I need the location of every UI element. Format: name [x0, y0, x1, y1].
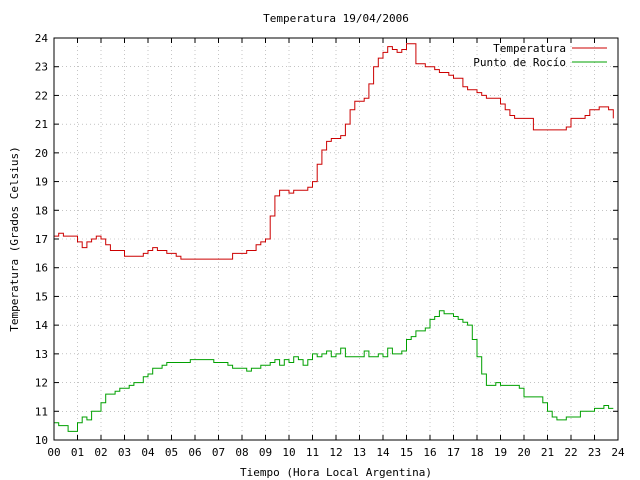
y-tick-label: 14 — [35, 319, 49, 332]
y-tick-label: 10 — [35, 434, 48, 447]
y-tick-label: 20 — [35, 147, 48, 160]
y-axis-label: Temperatura (Grados Celsius) — [8, 146, 21, 331]
legend-label: Punto de Rocío — [473, 56, 566, 69]
gridlines — [54, 38, 618, 440]
y-tick-label: 24 — [35, 32, 49, 45]
series-layer — [54, 43, 614, 432]
y-tick-label: 21 — [35, 118, 48, 131]
x-tick-label: 10 — [282, 446, 295, 459]
y-tick-label: 23 — [35, 61, 48, 74]
y-tick-label: 18 — [35, 204, 48, 217]
x-tick-label: 24 — [611, 446, 625, 459]
x-tick-label: 20 — [517, 446, 530, 459]
y-tick-label: 17 — [35, 233, 48, 246]
y-tick-label: 11 — [35, 405, 48, 418]
x-tick-label: 17 — [447, 446, 460, 459]
x-tick-label: 07 — [212, 446, 225, 459]
x-tick-label: 03 — [118, 446, 131, 459]
x-tick-label: 08 — [235, 446, 248, 459]
x-tick-label: 15 — [400, 446, 413, 459]
y-tick-label: 13 — [35, 348, 48, 361]
x-tick-label: 04 — [141, 446, 155, 459]
x-tick-label: 22 — [564, 446, 577, 459]
x-tick-label: 21 — [541, 446, 554, 459]
x-tick-label: 09 — [259, 446, 272, 459]
y-tick-label: 16 — [35, 262, 48, 275]
x-tick-label: 23 — [588, 446, 601, 459]
x-axis-label: Tiempo (Hora Local Argentina) — [240, 466, 432, 479]
x-tick-label: 16 — [423, 446, 436, 459]
x-tick-label: 01 — [71, 446, 84, 459]
x-tick-label: 11 — [306, 446, 319, 459]
x-tick-label: 12 — [329, 446, 342, 459]
y-tick-label: 12 — [35, 377, 48, 390]
y-tick-label: 19 — [35, 176, 48, 189]
x-tick-label: 02 — [94, 446, 107, 459]
x-tick-label: 18 — [470, 446, 483, 459]
series-line-1 — [54, 310, 614, 432]
series-line-0 — [54, 43, 614, 260]
x-tick-label: 13 — [353, 446, 366, 459]
y-tick-label: 15 — [35, 290, 48, 303]
x-tick-label: 06 — [188, 446, 201, 459]
y-tick-label: 22 — [35, 89, 48, 102]
chart-title: Temperatura 19/04/2006 — [263, 12, 409, 25]
x-tick-label: 05 — [165, 446, 178, 459]
x-tick-label: 14 — [376, 446, 390, 459]
x-tick-label: 19 — [494, 446, 507, 459]
axis-ticks: 00 01 02 03 04 05 06 07 08 09 10 11 12 13 14 15 16 17 18 19… — [35, 32, 625, 459]
x-tick-label: 00 — [47, 446, 60, 459]
legend-label: Temperatura — [493, 42, 566, 55]
